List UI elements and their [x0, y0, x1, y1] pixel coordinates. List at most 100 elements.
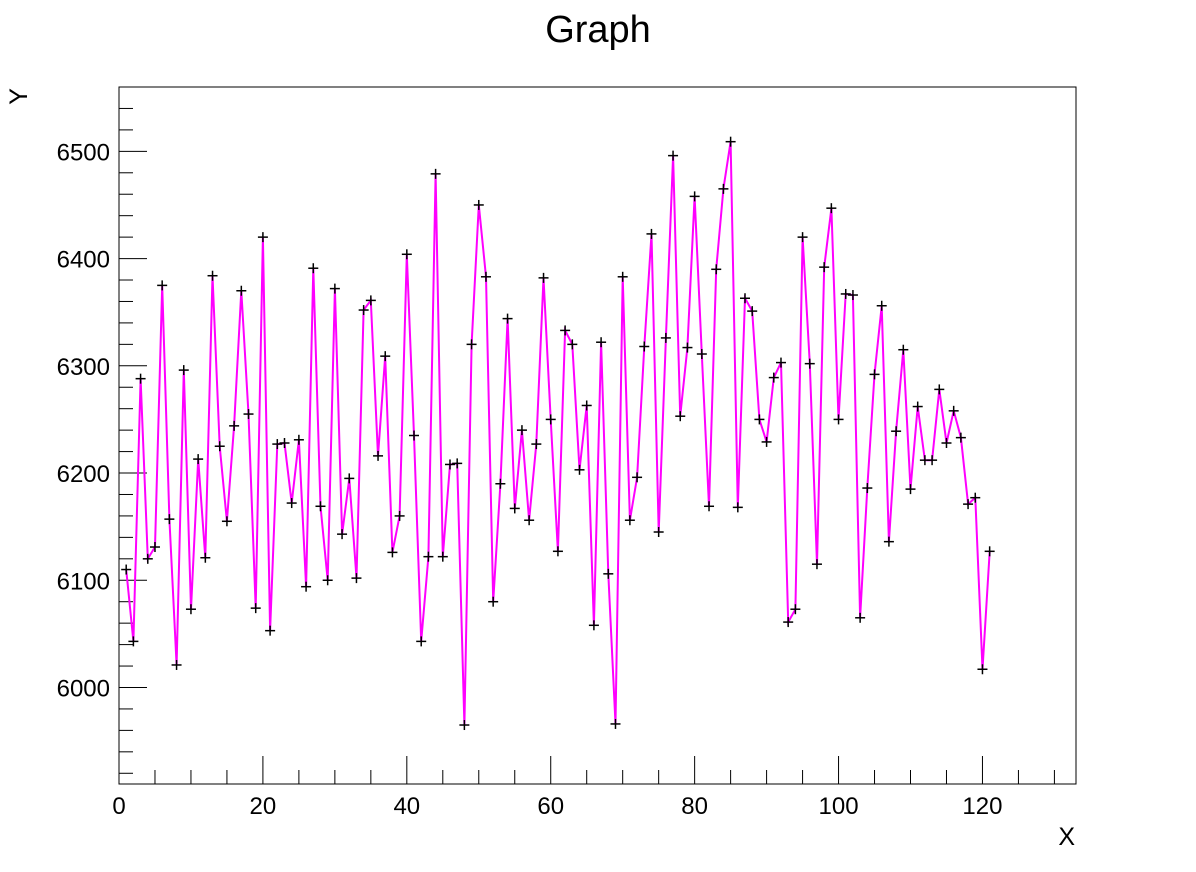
data-point [754, 414, 765, 425]
data-point [416, 636, 427, 647]
x-tick-label: 20 [250, 793, 277, 820]
data-point [121, 564, 132, 575]
data-point [516, 425, 527, 436]
plot-frame [118, 86, 1077, 785]
data-point [200, 552, 211, 563]
data-point [675, 411, 686, 422]
x-tick-label: 120 [962, 793, 1002, 820]
data-point [171, 659, 182, 670]
data-point [207, 270, 218, 281]
data-point [740, 293, 751, 304]
data-point [855, 612, 866, 623]
data-point [963, 499, 974, 510]
data-point [329, 283, 340, 294]
data-point [286, 498, 297, 509]
data-point [941, 438, 952, 449]
data-point [560, 325, 571, 336]
data-point [653, 527, 664, 538]
data-point [236, 285, 247, 296]
data-point [430, 168, 441, 179]
data-point [437, 551, 448, 562]
x-tick-label: 80 [681, 793, 708, 820]
y-axis-label: Y [5, 88, 33, 105]
data-point [502, 313, 513, 324]
y-tick-label: 6400 [57, 247, 110, 274]
data-point [797, 232, 808, 243]
data-point [574, 464, 585, 475]
y-tick-label: 6200 [57, 461, 110, 488]
data-point [632, 472, 643, 483]
x-tick-label: 100 [819, 793, 859, 820]
data-point [898, 344, 909, 355]
data-point [668, 150, 679, 161]
data-point [257, 232, 268, 243]
data-point [912, 401, 923, 412]
data-point [804, 358, 815, 369]
data-point [603, 568, 614, 579]
data-point [646, 228, 657, 239]
data-point [459, 720, 470, 731]
x-tick-label: 40 [393, 793, 420, 820]
data-point [401, 249, 412, 260]
data-point [466, 339, 477, 350]
data-point [905, 484, 916, 495]
data-point [157, 280, 168, 291]
data-point [588, 620, 599, 631]
data-point [243, 409, 254, 420]
y-tick-label: 6000 [57, 675, 110, 702]
data-point [293, 434, 304, 445]
data-point [876, 300, 887, 311]
y-tick-label: 6300 [57, 354, 110, 381]
data-point [768, 372, 779, 383]
data-point [164, 514, 175, 525]
data-point [596, 337, 607, 348]
data-point [725, 136, 736, 147]
x-axis-label: X [1058, 823, 1075, 851]
data-point [301, 581, 312, 592]
data-point [221, 516, 232, 527]
data-point [250, 603, 261, 614]
x-tick-label: 60 [537, 793, 564, 820]
data-point [473, 199, 484, 210]
data-point [711, 264, 722, 275]
data-point [811, 559, 822, 570]
data-point [581, 400, 592, 411]
data-point [826, 203, 837, 214]
chart-title: Graph [545, 9, 651, 51]
data-point [704, 501, 715, 512]
data-point [977, 664, 988, 675]
y-tick-label: 6100 [57, 568, 110, 595]
data-point [128, 636, 139, 647]
series-line [125, 141, 991, 726]
data-point [984, 546, 995, 557]
data-point [135, 373, 146, 384]
data-point [552, 546, 563, 557]
data-point [337, 529, 348, 540]
data-point [373, 450, 384, 461]
data-point [847, 290, 858, 301]
data-point [955, 432, 966, 443]
data-point [452, 458, 463, 469]
data-point [480, 271, 491, 282]
data-point [545, 414, 556, 425]
data-point [423, 551, 434, 562]
data-point [351, 573, 362, 584]
data-point [761, 436, 772, 447]
data-point [833, 414, 844, 425]
data-point [775, 357, 786, 368]
data-point [358, 305, 369, 316]
data-point [891, 426, 902, 437]
data-point [308, 263, 319, 274]
data-point [927, 455, 938, 466]
data-point [365, 295, 376, 306]
axis-tick-labels: 0 20 40 60 80 100 120 6000 6100 6200 6300 6400 6500 [57, 139, 1003, 820]
data-point [660, 332, 671, 343]
data-point [567, 339, 578, 350]
axis-ticks [118, 86, 1055, 784]
data-point [409, 430, 420, 441]
data-point [322, 575, 333, 586]
data-point [193, 454, 204, 465]
data-point [185, 604, 196, 615]
x-tick-label: 0 [112, 793, 125, 820]
data-point [488, 596, 499, 607]
